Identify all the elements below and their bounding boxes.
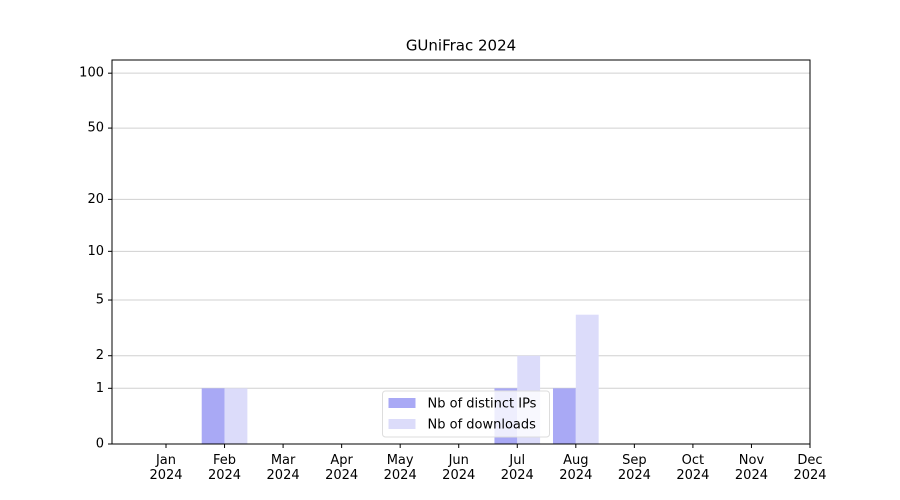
bar <box>575 314 599 444</box>
legend-box <box>382 390 550 438</box>
legend-label: Nb of downloads <box>428 418 537 433</box>
legend-swatch <box>388 398 416 408</box>
x-tick-label: Sep 2024 <box>617 453 651 483</box>
x-tick-label: Apr 2024 <box>325 453 359 483</box>
x-tick-label: Dec 2024 <box>793 453 827 483</box>
x-tick-label: Nov 2024 <box>734 453 768 483</box>
y-tick-label: 5 <box>96 293 104 308</box>
chart-title: GUniFrac 2024 <box>406 37 516 55</box>
y-tick-label: 10 <box>87 244 104 259</box>
legend: Nb of distinct IPs Nb of downloads <box>382 390 550 438</box>
y-tick-label: 2 <box>96 348 104 363</box>
bar <box>201 388 225 444</box>
y-tick-label: 1 <box>96 381 104 396</box>
x-tick-label: Oct 2024 <box>676 453 710 483</box>
x-tick-label: Feb 2024 <box>207 453 242 483</box>
y-tick-label: 20 <box>87 192 104 207</box>
legend-swatch <box>388 419 416 429</box>
legend-label: Nb of distinct IPs <box>428 397 537 412</box>
bar <box>552 388 576 444</box>
x-tick-label: May 2024 <box>383 453 417 483</box>
x-tick-label: Jun 2024 <box>442 453 476 483</box>
x-tick-label: Jul 2024 <box>500 453 534 483</box>
x-tick-label: Jan 2024 <box>149 453 183 483</box>
y-tick-label: 100 <box>79 66 104 81</box>
x-tick-label: Mar 2024 <box>266 453 300 483</box>
y-tick-label: 50 <box>87 121 104 136</box>
y-tick-label: 0 <box>96 437 104 452</box>
bar <box>224 388 248 444</box>
x-tick-label: Aug 2024 <box>559 453 593 483</box>
plot-frame <box>111 59 811 445</box>
